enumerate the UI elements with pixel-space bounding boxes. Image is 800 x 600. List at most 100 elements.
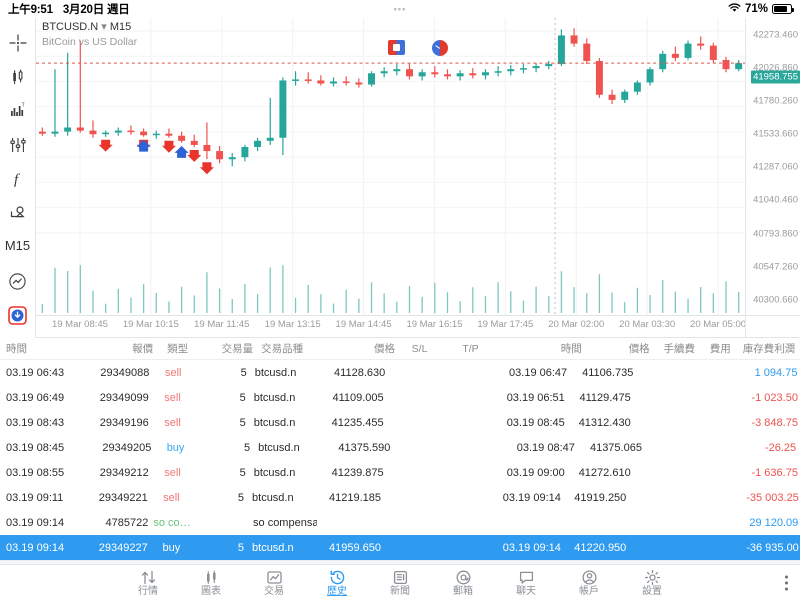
- profit-cell: -35 003.25: [746, 491, 799, 504]
- chart-canvas[interactable]: BTCUSD.N ▾ M15 BitCoin vs US Dollar 4227…: [35, 18, 800, 338]
- price-tick-label: 41287.060: [753, 161, 798, 173]
- table-header-cell[interactable]: 報價: [132, 343, 154, 355]
- table-cell-volume: 5: [239, 391, 246, 404]
- table-header-cell[interactable]: 費用: [709, 343, 731, 355]
- table-cell-price: 41128.630: [334, 366, 386, 379]
- nav-item-trade-linechart[interactable]: 交易: [252, 569, 296, 597]
- time-tick-label: 19 Mar 11:45: [194, 319, 250, 330]
- table-cell-volume: 5: [239, 466, 246, 479]
- table-cell-volume: 5: [237, 491, 245, 504]
- table-row[interactable]: 03.19 08:55 29349212 sell 5 btcusd.n 41239.87…: [0, 460, 800, 485]
- chart-type-icon[interactable]: T: [0, 94, 35, 128]
- nav-item-charts-candlestick[interactable]: 圖表: [189, 569, 233, 597]
- table-cell-symbol: btcusd.n: [254, 366, 297, 379]
- nav-item-quotes-arrows[interactable]: 行情: [126, 569, 170, 597]
- price-axis[interactable]: 42273.460 42026.860 41780.260 41533.660 4128…: [745, 18, 800, 315]
- axis-corner: [745, 315, 800, 337]
- svg-text:f: f: [14, 172, 20, 188]
- table-row[interactable]: 03.19 09:11 29349221 sell 5 btcusd.n 41219.18…: [0, 485, 800, 510]
- time-tick-label: 19 Mar 10:15: [122, 319, 179, 330]
- nav-item-news-document[interactable]: 新聞: [378, 569, 422, 597]
- nav-item-mailbox-at[interactable]: 郵箱: [441, 569, 485, 597]
- time-tick-label: 20 Mar 02:00: [548, 319, 605, 330]
- function-icon[interactable]: f: [0, 162, 35, 196]
- time-tick-label: 19 Mar 08:45: [51, 319, 108, 330]
- chart-plot[interactable]: [36, 18, 745, 315]
- chart-separator-icon: ▾: [101, 21, 107, 33]
- table-header-cell[interactable]: S/L: [411, 342, 428, 355]
- nav-item-settings-gear[interactable]: 設置: [630, 569, 674, 597]
- nav-item-label: 圖表: [201, 585, 221, 597]
- table-cell-order: 29349205: [102, 441, 152, 454]
- svg-text:T: T: [21, 102, 24, 108]
- table-row[interactable]: 03.19 09:14 4785722 so co… so compensation 2…: [0, 510, 800, 535]
- current-price-badge: 41958.755: [751, 70, 800, 84]
- objects-icon[interactable]: [0, 196, 35, 230]
- table-row[interactable]: 03.19 06:49 29349099 sell 5 btcusd.n 41109.00…: [0, 385, 800, 410]
- candlestick-icon[interactable]: [0, 60, 35, 94]
- table-cell-open-time: 03.19 09:14: [6, 516, 65, 529]
- chart-area: T f M15 BTCUSD.N: [0, 18, 800, 338]
- indicators-icon[interactable]: [0, 128, 35, 162]
- kebab-menu-icon[interactable]: [785, 575, 788, 590]
- table-row[interactable]: 03.19 09:14 29349227 buy 5 btcusd.n 41959.650…: [0, 535, 800, 560]
- table-cell-close-price: 41919.250: [574, 491, 627, 504]
- app-icon[interactable]: [0, 298, 35, 332]
- table-header-cell[interactable]: 交易量: [221, 343, 254, 355]
- table-row[interactable]: 03.19 08:43 29349196 sell 5 btcusd.n 41235.45…: [0, 410, 800, 435]
- table-header-cell[interactable]: 類型: [167, 343, 189, 355]
- pending-clock-icon[interactable]: [431, 39, 448, 56]
- table-row[interactable]: 03.19 08:45 29349205 buy 5 btcusd.n 41375.590…: [0, 435, 800, 460]
- profit-cell: -26.25: [764, 441, 797, 454]
- table-header-cell[interactable]: 利潤: [774, 343, 796, 355]
- time-tick-label: 19 Mar 13:15: [264, 319, 321, 330]
- time-tick-label: 19 Mar 17:45: [477, 319, 534, 330]
- nav-item-accounts-person[interactable]: 帳戶: [567, 569, 611, 597]
- time-axis[interactable]: 19 Mar 08:45 19 Mar 10:15 19 Mar 11:45 19 M…: [36, 315, 747, 337]
- crosshair-icon[interactable]: [0, 26, 35, 60]
- table-header-cell[interactable]: 價格: [628, 343, 650, 355]
- nav-item-label: 帳戶: [579, 585, 599, 597]
- time-tick-label: 20 Mar 05:00: [690, 319, 747, 330]
- table-cell-order: 29349227: [98, 541, 148, 554]
- profit-cell: 1 094.75: [754, 366, 798, 379]
- table-row[interactable]: 03.19 06:43 29349088 sell 5 btcusd.n 41128.63…: [0, 360, 800, 385]
- table-cell-close-price: 41312.430: [578, 416, 631, 429]
- table-header-cell[interactable]: 時間: [560, 343, 582, 355]
- table-cell-price: 41219.185: [329, 491, 382, 504]
- table-cell-order: 29349196: [99, 416, 149, 429]
- nav-item-label: 郵箱: [453, 585, 473, 597]
- table-header-cell[interactable]: 手續費: [663, 343, 695, 355]
- nav-item-chat-bubble[interactable]: 聊天: [504, 569, 548, 597]
- trade-split-icon[interactable]: [388, 40, 405, 55]
- nav-item-label: 歷史: [327, 585, 347, 597]
- table-header-cell[interactable]: 交易品種: [261, 343, 304, 355]
- analysis-icon[interactable]: [0, 264, 35, 298]
- table-header-cell[interactable]: 價格: [374, 343, 396, 355]
- table-cell-symbol: btcusd.n: [253, 466, 296, 479]
- timeframe-label[interactable]: M15: [4, 237, 31, 253]
- table-cell-open-time: 03.19 06:49: [6, 391, 65, 404]
- table-cell-close-time: 03.19 08:45: [506, 416, 565, 429]
- nav-item-history-clock[interactable]: 歷史: [315, 569, 359, 597]
- trade-linechart-icon: [266, 569, 283, 586]
- table-cell-open-time: 03.19 08:43: [6, 416, 65, 429]
- table-header-cell[interactable]: 時間: [6, 343, 27, 355]
- table-cell-price: 41239.875: [331, 466, 384, 479]
- nav-item-label: 行情: [138, 585, 158, 597]
- bottom-navigation: 行情 圖表 交易 歷史 新聞 郵箱 聊天 帳戶 設置: [0, 564, 800, 600]
- settings-gear-icon: [644, 569, 661, 586]
- table-cell-close-time: 03.19 08:47: [516, 441, 575, 454]
- table-header-cell[interactable]: T/P: [462, 342, 479, 355]
- profit-cell: -1 023.50: [751, 391, 798, 404]
- nav-item-label: 新聞: [390, 585, 410, 597]
- table-cell-symbol: btcusd.n: [258, 441, 300, 454]
- time-tick-label: 20 Mar 03:30: [619, 319, 676, 330]
- table-cell-volume: 5: [243, 441, 251, 454]
- order-type-cell: sell: [164, 466, 181, 479]
- table-cell-open-time: 03.19 06:43: [6, 366, 65, 379]
- charts-candlestick-icon: [203, 569, 220, 586]
- status-time: 上午9:51: [8, 4, 53, 16]
- table-header-cell[interactable]: 庫存費: [742, 343, 775, 355]
